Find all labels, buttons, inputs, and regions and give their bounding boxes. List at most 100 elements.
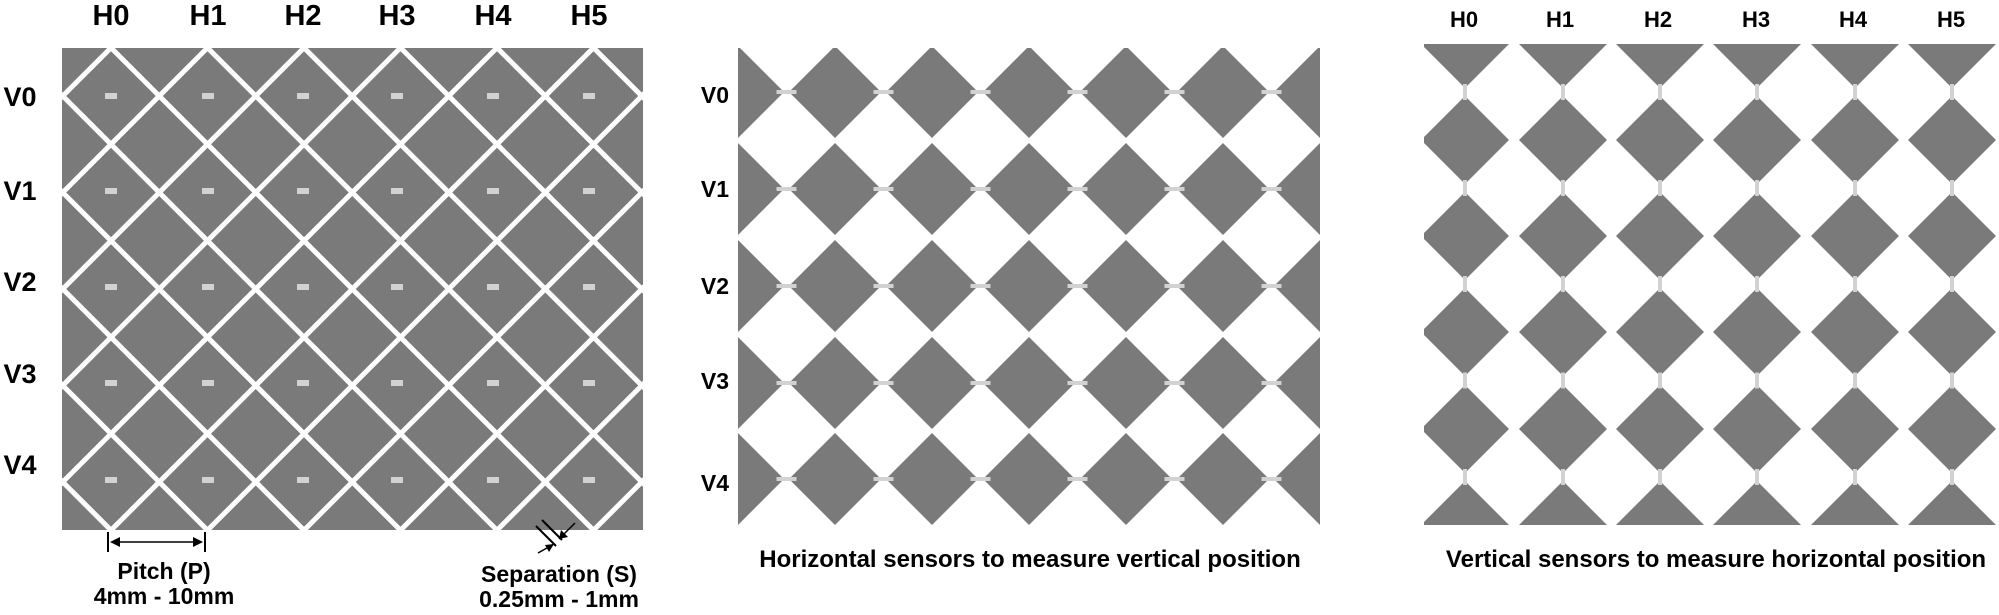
sensor-bridge [297,477,309,483]
sensor-bridge [1658,276,1662,292]
sensor-bridge [873,187,894,191]
sensor-bridge [1561,276,1565,292]
sensor-bridge [873,381,894,385]
separation-gap [204,91,643,530]
column-label-h1: H1 [1546,7,1574,32]
sensor-diamond [1080,240,1172,332]
sensor-diamond [789,48,881,138]
sensor-bridge [1463,84,1467,100]
sensor-bridge [1261,187,1282,191]
sensor-diamond [1713,481,1801,525]
sensor-bridge [391,188,403,194]
sensor-diamond [1424,288,1509,376]
sensor-bridge [1755,372,1759,389]
sensor-bridge [1261,477,1282,481]
column-label-h5: H5 [1937,7,1965,32]
sensor-bridge [970,187,991,191]
sensor-diamond [738,240,784,332]
row-label-v0: V0 [3,82,36,112]
row-label-v0: V0 [701,82,729,108]
sensor-diamond [1811,481,1899,525]
sensor-bridge [873,477,894,481]
sensor-bridge [1950,469,1954,485]
sensor-bridge [1561,372,1565,389]
separation-gap [62,477,115,530]
sensor-bridge [1755,276,1759,292]
sensor-bridge [873,284,894,288]
sensor-diamond [1177,143,1269,235]
sensor-bridge [297,284,309,290]
sensor-bridge [202,284,214,290]
separation-gap [62,188,404,530]
row-label-v4: V4 [701,470,729,496]
sensor-diamond [789,337,881,429]
sensor-bridge [1463,180,1467,196]
sensor-diamond [1519,96,1607,184]
sensor-bridge [583,93,595,99]
row-label-v1: V1 [3,176,36,206]
sensor-bridge [105,380,117,386]
horizontal-sensor-grid [738,48,1320,525]
sensor-diamond [1908,96,1996,184]
sensor-diamond [1713,192,1801,280]
separation-gap [62,48,501,487]
sensor-bridge [1067,284,1088,288]
sensor-bridge [487,284,499,290]
sensor-bridge [487,188,499,194]
sensor-bridge [391,93,403,99]
separation-gap [62,48,211,197]
separation-gap [397,284,643,530]
pitch-dimension [107,532,206,552]
sensor-bridge [1658,372,1662,389]
sensor-diamond [1908,44,1996,88]
sensor-diamond [738,143,784,235]
sensor-diamond [738,433,784,525]
sensor-diamond [1519,192,1607,280]
sensor-bridge [776,284,797,288]
sensor-bridge [970,381,991,385]
column-label-h4: H4 [474,0,511,32]
sensor-bridge [1164,284,1185,288]
column-label-h3: H3 [1742,7,1770,32]
sensor-diamond [1811,96,1899,184]
sensor-bridge [1658,469,1662,485]
sensor-bridge [1950,180,1954,196]
sensor-diamond [789,433,881,525]
sensor-diamond [738,48,784,138]
sensor-bridge [1853,180,1857,196]
separation-gap [300,187,643,530]
sensor-diamond [1080,143,1172,235]
sensor-bridge [1261,381,1282,385]
sensor-diamond [1908,481,1996,525]
sensor-bridge [1067,477,1088,481]
sensor-bridge [1261,284,1282,288]
sensor-bridge [1067,90,1088,94]
sensor-diamond [1616,96,1704,184]
sensor-diamond [1713,288,1801,376]
sensor-diamond [886,240,978,332]
sensor-diamond [1274,48,1320,138]
sensor-diamond [1519,385,1607,473]
row-label-v2: V2 [701,273,729,299]
sensor-diamond [1519,44,1607,88]
separation-gap [62,48,404,390]
sensor-bridge [1164,477,1185,481]
sensor-bridge [1463,372,1467,389]
column-label-h0: H0 [92,0,129,32]
sensor-bridge [970,477,991,481]
combined-diamond-grid [62,48,643,530]
sensor-diamond [1274,143,1320,235]
vertical-sensors-panel: H0 H1 H2 H3 H4 H5 Vertical sensors to me… [1424,7,1996,573]
sensor-bridge [583,380,595,386]
sensor-bridge [1853,372,1857,389]
sensor-bridge [487,93,499,99]
sensor-bridge [1561,180,1565,196]
sensor-diamond [1424,192,1509,280]
sensor-diamond [886,143,978,235]
sensor-diamond [1080,48,1172,138]
sensor-bridge [105,188,117,194]
sensor-bridge [776,477,797,481]
sensor-diamond [1424,481,1509,525]
column-label-h2: H2 [284,0,321,32]
